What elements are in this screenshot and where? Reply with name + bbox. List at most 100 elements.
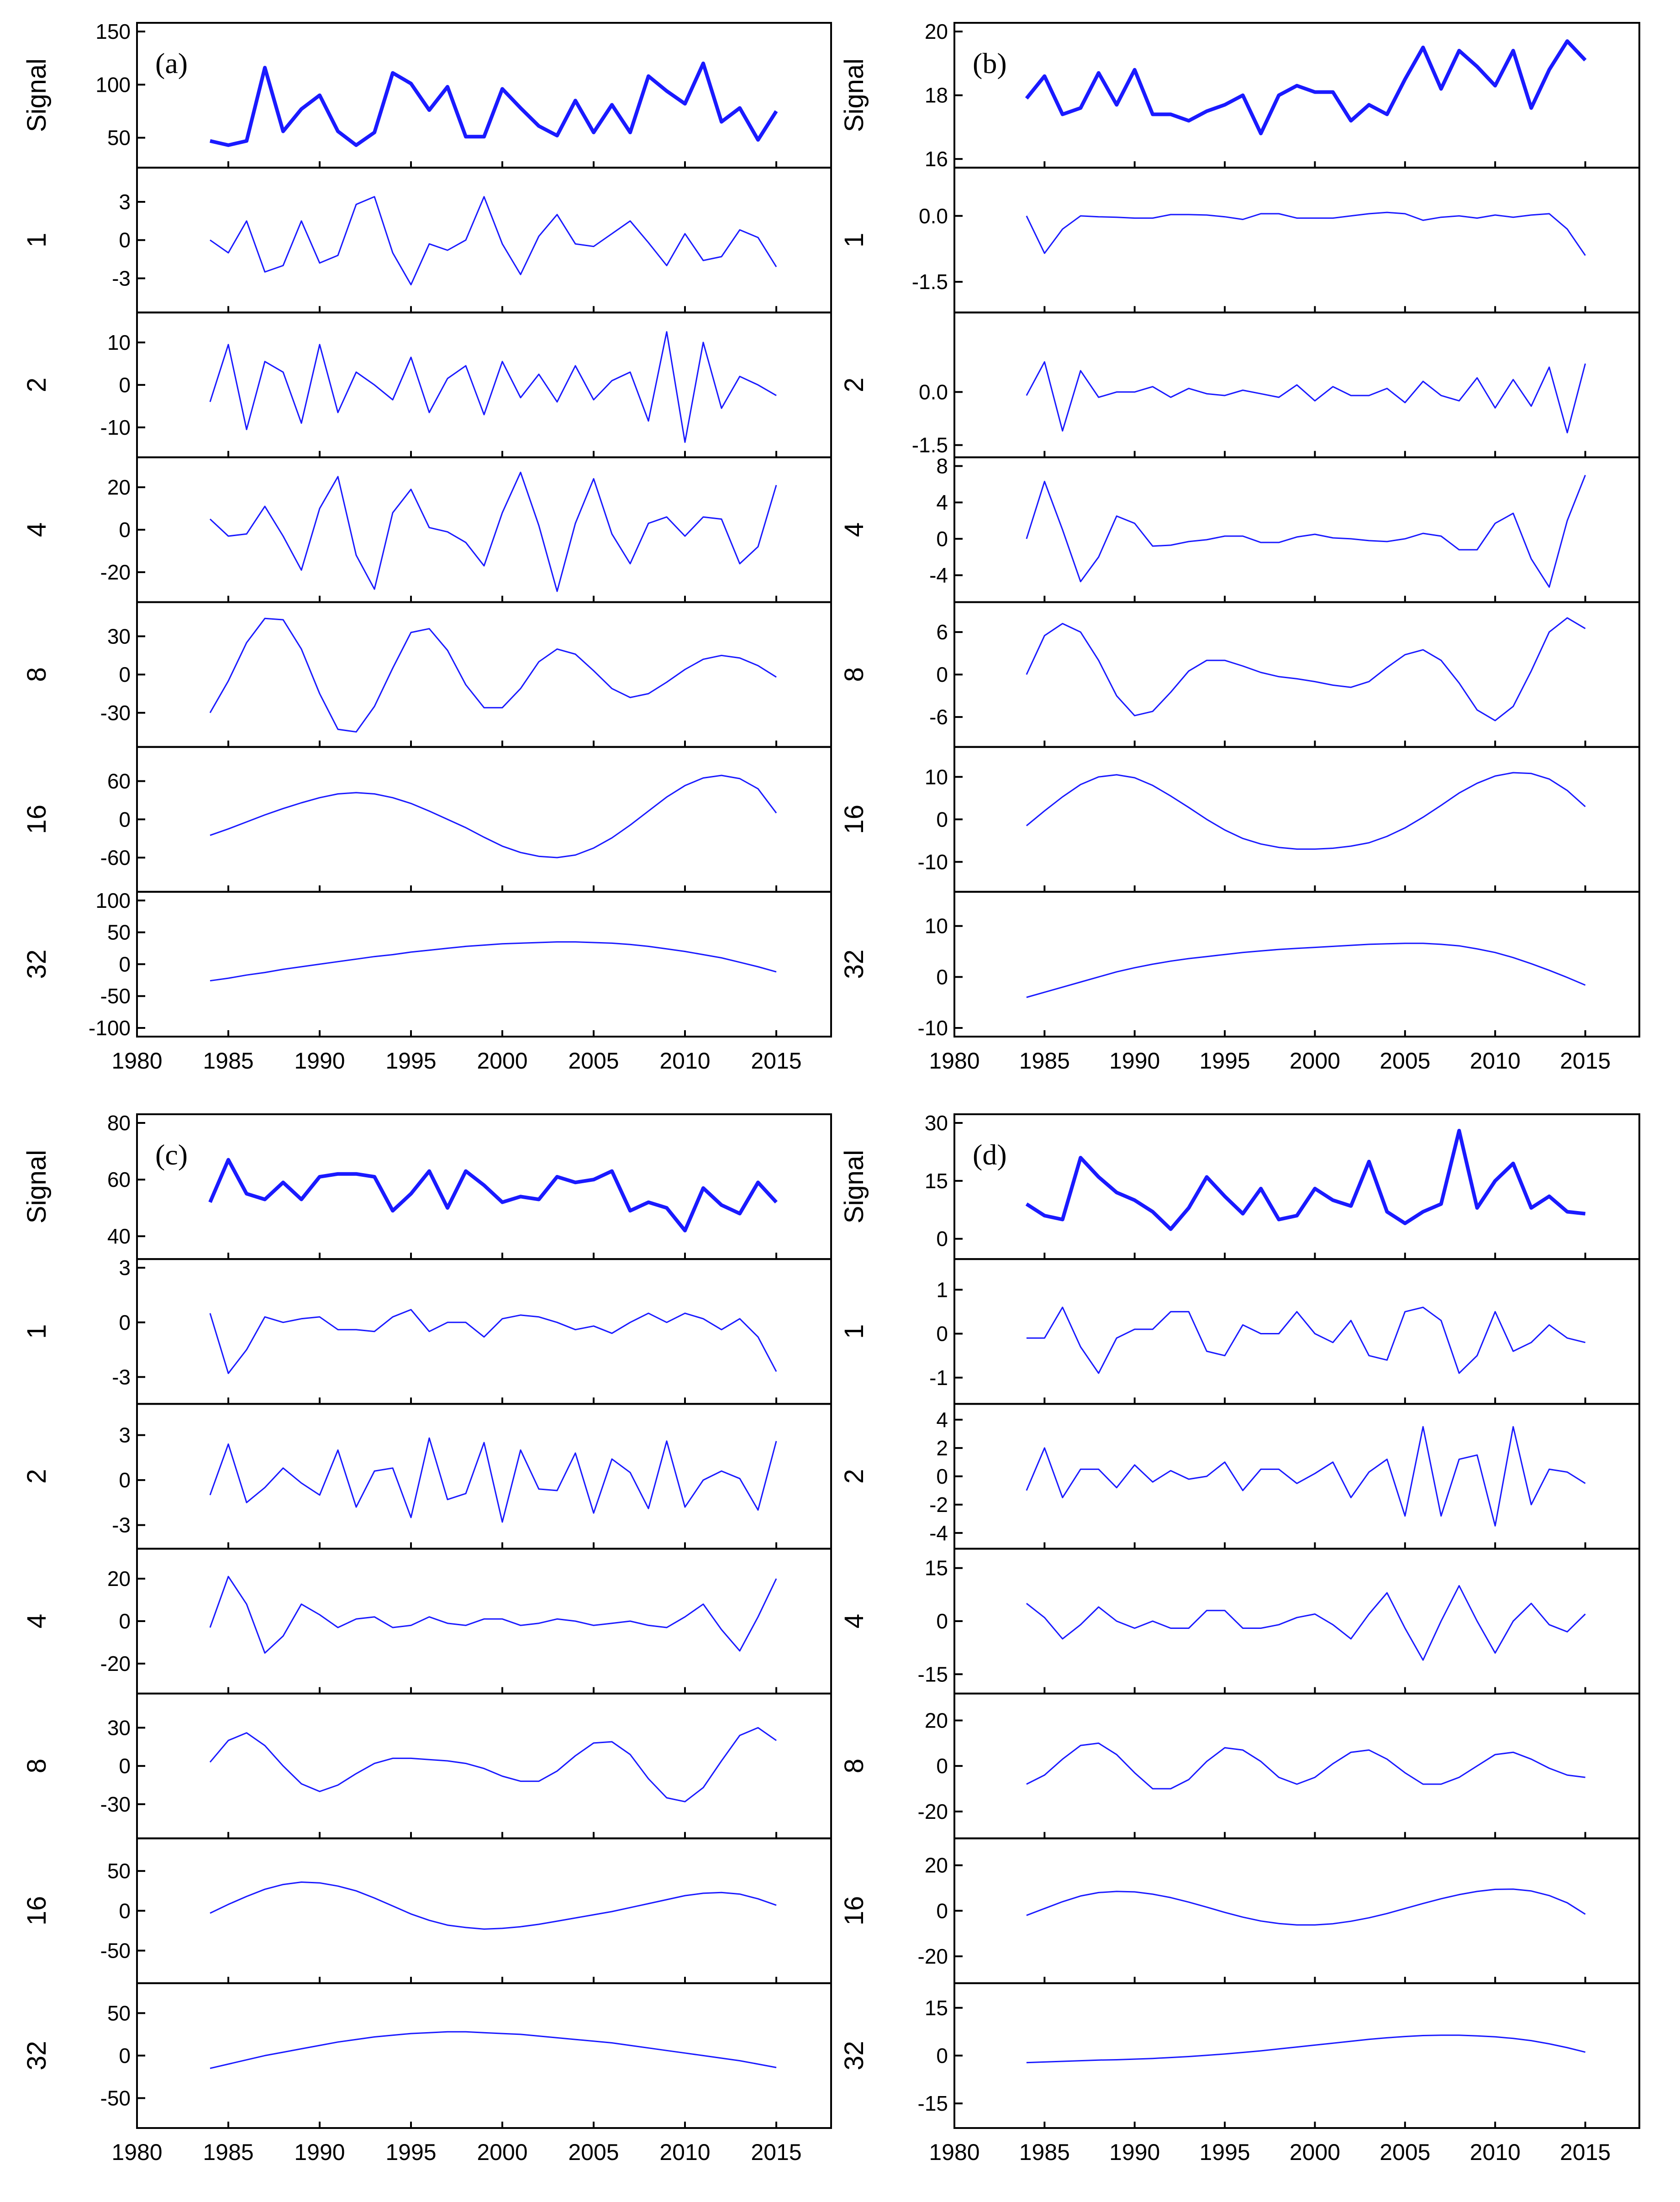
subplot-level-16: 10 0 -10 16 <box>839 746 1640 893</box>
y-tick-label: 0 <box>936 965 948 989</box>
y-tick-label: -20 <box>100 1652 131 1675</box>
y-tick-label: 30 <box>107 624 131 648</box>
subplot-level-1: 1 0 -1 1 <box>839 1258 1640 1405</box>
y-tick-label: 20 <box>925 20 948 43</box>
row-label: Signal <box>839 1150 869 1223</box>
x-tick-label: 1990 <box>1109 1048 1160 1074</box>
signal-series-line <box>1025 1128 1586 1231</box>
y-tick-label: 10 <box>925 765 948 789</box>
detail-series-line <box>1026 2034 1585 2064</box>
row-label: Signal <box>22 58 52 132</box>
detail-series-line <box>209 331 777 443</box>
y-tick-label: 150 <box>95 20 131 43</box>
detail-series-line <box>1026 617 1586 722</box>
detail-series-line <box>1026 1888 1586 1926</box>
y-tick-label: -6 <box>929 705 948 729</box>
subplot-level-16: 60 0 -60 16 <box>22 746 832 893</box>
y-tick-label: 8 <box>936 454 948 478</box>
row-label: 16 <box>839 1896 869 1926</box>
y-tick-label: 4 <box>936 490 948 514</box>
y-tick-label: -1.5 <box>912 270 948 294</box>
y-tick-label: -3 <box>112 266 131 290</box>
detail-series-line <box>1026 361 1586 433</box>
y-tick-label: -15 <box>918 2091 948 2115</box>
subplot-frame <box>953 1258 1640 1405</box>
detail-series-line <box>1026 772 1586 850</box>
y-tick-label: 60 <box>107 769 131 793</box>
signal-series-line <box>210 61 778 147</box>
x-tick-label: 1985 <box>203 1048 253 1074</box>
detail-series-line <box>210 774 777 859</box>
subplot-level-32: 15 0 -15 32 <box>839 1982 1640 2129</box>
y-tick-label: 20 <box>925 1854 948 1877</box>
y-tick-label: -1.5 <box>912 433 948 457</box>
x-tick-label: 2010 <box>659 2139 710 2165</box>
subplot-level-8: 30 0 -30 8 <box>22 1692 832 1839</box>
subplot-signal: 20 18 16 Signal <box>839 20 1640 171</box>
row-label: 16 <box>22 805 52 834</box>
subplot-level-16: 50 0 -50 16 <box>22 1837 832 1984</box>
subplot-frame <box>136 1258 832 1405</box>
subplot-frame <box>136 1548 832 1695</box>
x-tick-label: 1985 <box>203 2139 253 2165</box>
subplot-frame <box>136 1692 832 1839</box>
y-tick-label: -2 <box>929 1493 948 1517</box>
subplot-frame <box>136 1403 832 1550</box>
row-label: 8 <box>839 1759 869 1773</box>
subplot-level-2: 0.0 -1.5 2 <box>839 311 1640 458</box>
detail-series-line <box>1026 474 1586 588</box>
y-tick-label: -20 <box>100 560 131 584</box>
signal-series-line <box>208 1158 778 1233</box>
row-label: 8 <box>22 667 52 682</box>
detail-series-line <box>210 196 777 285</box>
y-tick-label: 0 <box>119 807 131 831</box>
panel-label: (a) <box>155 47 188 79</box>
subplot-frame <box>136 167 832 314</box>
detail-series-line <box>1026 943 1586 998</box>
x-tick-label: 2005 <box>568 1048 619 1074</box>
x-tick-label: 2015 <box>1560 2139 1611 2165</box>
detail-series-line <box>209 1437 777 1523</box>
subplot-level-8: 20 0 -20 8 <box>839 1692 1640 1839</box>
y-tick-label: 0 <box>936 527 948 551</box>
subplot-frame <box>136 1982 832 2129</box>
row-label: 16 <box>839 805 869 834</box>
subplot-frame <box>953 456 1640 603</box>
y-tick-label: 100 <box>95 889 131 912</box>
subplot-frame <box>136 1837 832 1984</box>
y-tick-label: -50 <box>100 1939 131 1963</box>
y-tick-label: -1 <box>929 1366 948 1390</box>
panel-label: (c) <box>155 1138 188 1171</box>
y-tick-label: 0 <box>936 1227 948 1251</box>
y-tick-label: -10 <box>918 850 948 874</box>
subplot-frame <box>953 1548 1640 1695</box>
y-tick-label: 0.0 <box>919 380 948 404</box>
subplot-level-8: 30 0 -30 8 <box>22 601 832 748</box>
y-tick-label: 0 <box>119 952 131 976</box>
x-tick-label: 1980 <box>111 2139 162 2165</box>
y-tick-label: 0 <box>119 1468 131 1492</box>
y-tick-label: 50 <box>107 921 131 944</box>
y-tick-label: -50 <box>100 984 131 1008</box>
subplot-level-32: 50 0 -50 32 <box>22 1982 832 2129</box>
subplot-level-2: 4 2 0 -2 -4 2 <box>839 1403 1640 1550</box>
row-label: 16 <box>22 1896 52 1926</box>
x-tick-label: 1985 <box>1019 2139 1070 2165</box>
y-tick-label: 0.0 <box>919 204 948 228</box>
x-tick-label: 1995 <box>385 1048 436 1074</box>
row-label: 2 <box>22 1469 52 1484</box>
y-tick-label: 80 <box>107 1111 131 1135</box>
detail-series-line <box>209 471 777 592</box>
panel-label: (d) <box>973 1138 1007 1171</box>
y-tick-label: 0 <box>119 1754 131 1778</box>
y-tick-label: 0 <box>936 1464 948 1488</box>
subplot-frame <box>136 311 832 458</box>
panel-label: (b) <box>973 47 1007 79</box>
x-tick-label: 2010 <box>1470 2139 1521 2165</box>
y-tick-label: -3 <box>112 1365 131 1389</box>
y-tick-label: 20 <box>107 1567 131 1591</box>
x-tick-label: 2005 <box>1380 1048 1430 1074</box>
subplot-frame <box>136 456 832 603</box>
x-tick-label: 1980 <box>929 1048 980 1074</box>
y-tick-label: 3 <box>119 190 131 214</box>
